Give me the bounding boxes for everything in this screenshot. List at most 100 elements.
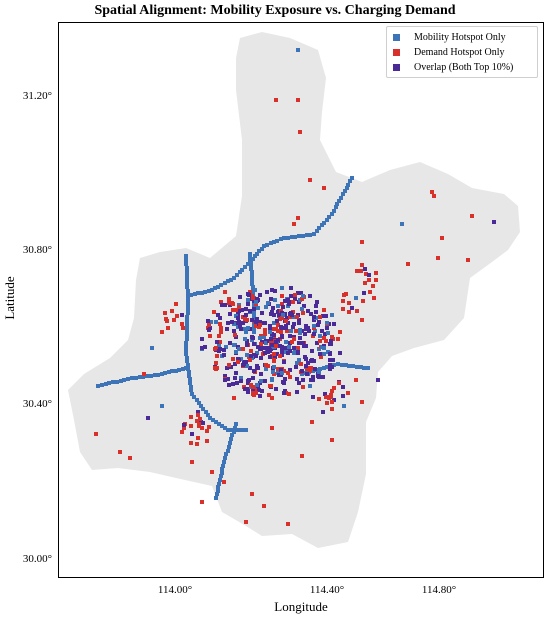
overlap-cell [233,376,237,380]
demand-cell [233,333,237,337]
demand-cell [268,384,272,388]
mobility-cell [249,267,253,271]
demand-cell [245,318,249,322]
overlap-cell [270,310,274,314]
mobility-cell [250,278,254,282]
mobility-cell [322,366,326,370]
overlap-cell [308,294,312,298]
mobility-cell [104,382,108,386]
demand-cell [231,302,235,306]
overlap-cell [222,348,226,352]
overlap-cell [248,309,252,313]
demand-cell [322,308,326,312]
demand-cell [94,432,98,436]
mobility-cell [292,351,296,355]
overlap-cell [228,341,232,345]
demand-cell [263,332,267,336]
mobility-cell [185,281,189,285]
mobility-cell [272,321,276,325]
demand-cell [272,352,276,356]
overlap-cell [306,309,310,313]
mobility-cell [207,289,211,293]
mobility-cell [350,176,354,180]
demand-cell [325,401,329,405]
demand-cell [248,358,252,362]
demand-cell [324,339,328,343]
legend-item-demand: Demand Hotspot Only [393,45,531,60]
mobility-cell [355,365,359,369]
mobility-cell [286,236,290,240]
demand-cell [205,429,209,433]
demand-cell [301,311,305,315]
mobility-cell [218,478,222,482]
mobility-cell [266,301,270,305]
demand-cell [180,322,184,326]
demand-cell [330,335,334,339]
mobility-cell [273,298,277,302]
overlap-cell [222,353,226,357]
mobility-cell [275,239,279,243]
y-tick-label: 30.00° [22,553,52,565]
mobility-cell [189,385,193,389]
overlap-cell [312,332,316,336]
demand-cell [296,98,300,102]
demand-cell [286,522,290,526]
overlap-cell [238,324,242,328]
mobility-cell [185,330,189,334]
demand-cell [280,294,284,298]
demand-cell [189,415,193,419]
mobility-cell [126,377,130,381]
demand-cell [163,311,167,315]
overlap-cell [263,379,267,383]
overlap-cell [255,317,259,321]
mobility-cell [170,369,174,373]
demand-cell [270,426,274,430]
mobility-cell [223,456,227,460]
overlap-cell [243,387,247,391]
study-area-region [68,32,520,548]
mobility-cell [216,485,220,489]
overlap-cell [228,312,232,316]
mobility-cell [216,285,220,289]
demand-cell [294,329,298,333]
demand-cell [371,284,375,288]
overlap-cell [265,290,269,294]
overlap-cell [302,304,306,308]
mobility-cell [255,351,259,355]
mobility-cell [185,273,189,277]
overlap-cell [237,320,241,324]
overlap-cell [289,286,293,290]
demand-cell [181,326,185,330]
overlap-cell [301,378,305,382]
overlap-cell [278,344,282,348]
mobility-cell [185,277,189,281]
overlap-cell [304,357,308,361]
overlap-cell [316,323,320,327]
overlap-cell [298,336,302,340]
mobility-cell [189,293,193,297]
overlap-cell [218,316,222,320]
mobility-cell [282,236,286,240]
overlap-cell [180,313,184,317]
mobility-cell [313,329,317,333]
mobility-cell [232,276,236,280]
overlap-cell [258,293,262,297]
legend-label: Demand Hotspot Only [414,47,505,58]
mobility-cell [219,474,223,478]
demand-cell [264,363,268,367]
overlap-cell [282,391,286,395]
demand-cell [278,354,282,358]
overlap-cell [317,375,321,379]
demand-cell [227,297,231,301]
mobility-cell [315,229,319,233]
demand-cell [330,400,334,404]
mobility-cell [237,347,241,351]
overlap-cell [283,299,287,303]
overlap-cell [296,350,300,354]
overlap-cell [315,300,319,304]
overlap-cell [252,342,256,346]
overlap-cell [331,358,335,362]
demand-cell [355,269,359,273]
demand-cell [237,305,241,309]
mobility-cell [262,335,266,339]
